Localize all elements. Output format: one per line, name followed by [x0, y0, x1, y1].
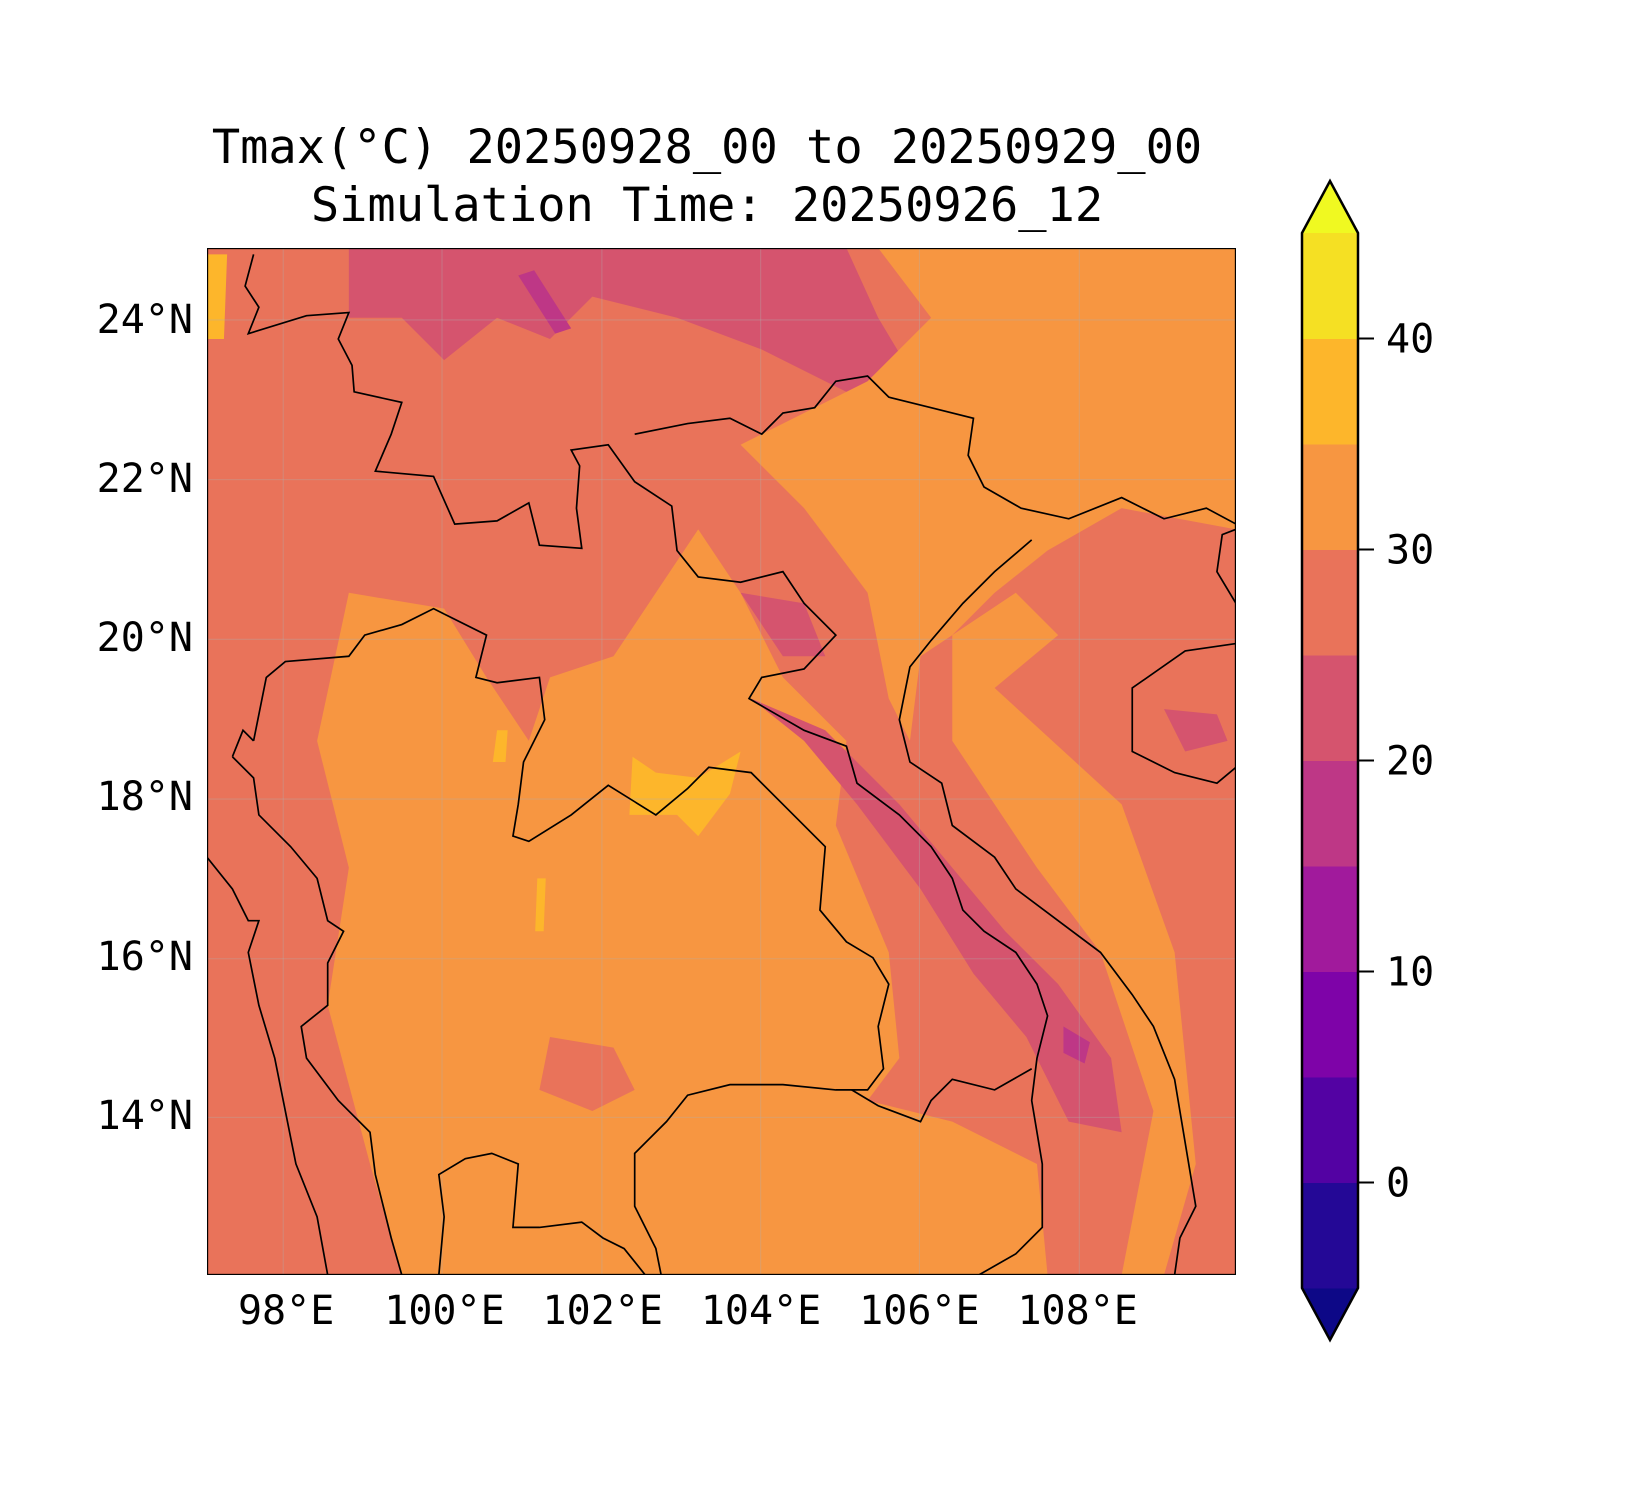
y-tick-label: 20°N: [96, 615, 193, 662]
field-15-20: [1063, 1026, 1090, 1064]
y-tick-label: 16°N: [96, 933, 193, 980]
field-35-40: [492, 730, 508, 763]
chart-subtitle: Simulation Time: 20250926_12: [310, 178, 1104, 233]
colorbar-bin: [1302, 549, 1358, 656]
colorbar-bin: [1302, 655, 1358, 761]
colorbar-extend-max: [1302, 181, 1358, 233]
colorbar: 0 10 20 30 40: [1290, 170, 1490, 1360]
colorbar-tick-label: 20: [1386, 739, 1434, 785]
temperature-map: [205, 246, 1238, 1277]
x-tick-label: 102°E: [542, 1288, 663, 1334]
colorbar-extend-min: [1302, 1288, 1358, 1340]
y-tick-label: 22°N: [96, 455, 193, 502]
field-35-40: [535, 878, 546, 932]
x-tick-label: 106°E: [859, 1288, 980, 1334]
colorbar-bin: [1302, 760, 1358, 867]
field-15-20: [518, 270, 572, 334]
y-tick-label: 14°N: [96, 1092, 193, 1139]
colorbar-tick-label: 40: [1386, 317, 1434, 363]
x-tick-label: 104°E: [700, 1288, 822, 1334]
colorbar-bin: [1302, 444, 1358, 550]
chart-title: Tmax(°C) 20250928_00 to 20250929_00: [211, 120, 1203, 175]
x-tick-label: 100°E: [384, 1288, 505, 1334]
map-plot-area: [205, 246, 1238, 1277]
colorbar-svg: 0 10 20 30 40: [1300, 178, 1434, 1343]
colorbar-tick-label: 30: [1386, 528, 1434, 574]
field-35-40: [207, 254, 228, 339]
colorbar-bin: [1302, 866, 1358, 972]
field-20-25: [740, 592, 826, 657]
colorbar-tick-label: 0: [1386, 1161, 1410, 1207]
y-tick-label: 24°N: [96, 296, 193, 343]
field-30-35: [740, 248, 1236, 741]
colorbar-bin: [1302, 1182, 1358, 1289]
x-tick-label: 98°E: [237, 1288, 335, 1334]
field-25-30: [539, 1037, 635, 1112]
field-20-25: [348, 248, 910, 392]
y-tick-label: 18°N: [96, 774, 193, 821]
borders-coastlines: [206, 254, 1237, 1276]
field-35-40: [629, 751, 741, 837]
x-tick-label: 108°E: [1017, 1288, 1138, 1334]
colorbar-bin: [1302, 971, 1358, 1078]
gridlines: [207, 248, 1236, 1275]
colorbar-outline: [1300, 178, 1360, 1343]
field-30-35: [317, 529, 1048, 1275]
field-30-35: [952, 592, 1196, 1275]
colorbar-tick-label: 10: [1386, 950, 1434, 996]
field-20-25: [751, 698, 1122, 1133]
colorbar-bin: [1302, 1077, 1358, 1183]
colorbar-bin: [1302, 233, 1358, 339]
colorbar-bin: [1302, 338, 1358, 445]
